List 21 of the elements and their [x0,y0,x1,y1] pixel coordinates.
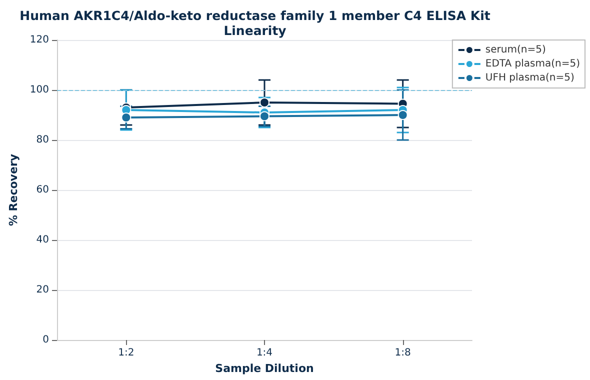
y-tick-label: 100 [30,84,49,96]
legend-label: UFH plasma(n=5) [485,72,574,84]
legend-label: serum(n=5) [485,44,546,56]
x-tick-label: 1:2 [118,348,134,358]
point [260,98,270,108]
point [260,111,270,122]
chart-title: Human AKR1C4/Aldo-keto reductase family 1 member C4 ELISA Kit [20,8,490,23]
y-tick-label: 60 [36,184,49,196]
y-tick-label: 80 [36,134,49,146]
chart-subtitle: Linearity [224,23,286,38]
x-tick-label: 1:4 [256,348,273,358]
x-axis-title: Sample Dilution [215,362,314,375]
y-tick-label: 120 [30,34,49,46]
y-tick-label: 20 [36,284,49,296]
x-tick-label: 1:8 [394,348,411,358]
point [121,112,132,122]
y-tick-label: 0 [42,334,49,346]
y-tick-label: 40 [36,234,49,246]
y-axis-title: % Recovery [7,154,20,226]
point [398,110,408,120]
legend-label: EDTA plasma(n=5) [485,58,580,70]
